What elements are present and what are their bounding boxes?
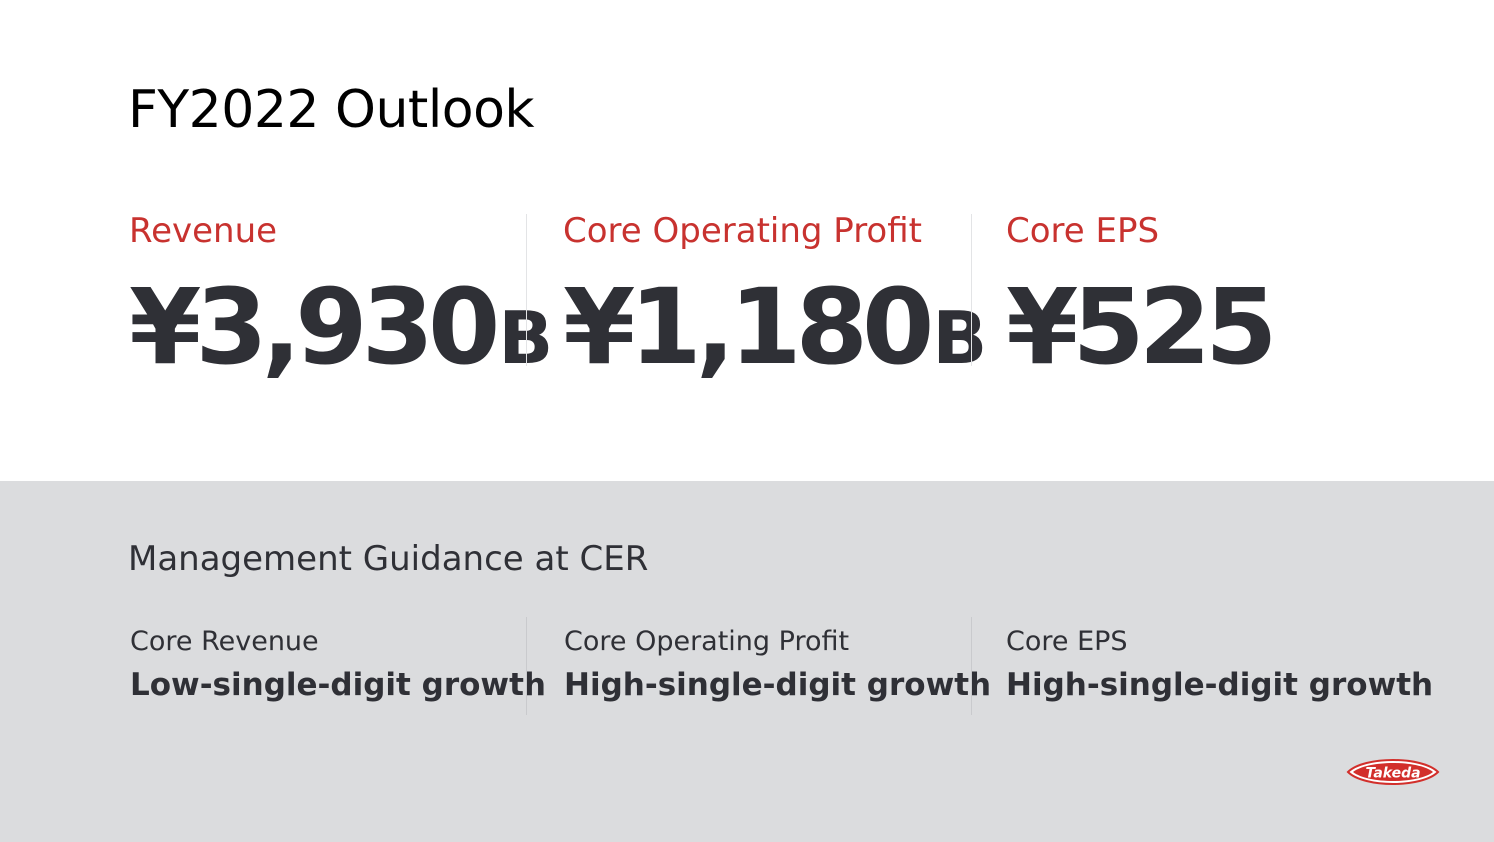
guidance-value: High-single-digit growth [1006,667,1434,703]
takeda-logo: Takeda [1346,754,1440,790]
guidance-panel [0,481,1494,842]
guidance-divider [526,617,527,715]
guidance-label: Core Revenue [130,626,319,657]
metric-unit: B [498,296,554,380]
guidance-label: Core EPS [1006,626,1128,657]
takeda-logo-mark: Takeda [1346,759,1440,785]
metric-divider [971,214,972,366]
metric-divider [526,214,527,366]
guidance-value: Low-single-digit growth [130,667,546,703]
guidance-title: Management Guidance at CER [128,539,649,579]
metric-label: Core EPS [1006,211,1160,251]
guidance-item-core-revenue: Core Revenue Low-single-digit growth [130,622,546,708]
guidance-divider [971,617,972,715]
guidance-item-core-operating-profit: Core Operating Profit High-single-digit … [564,622,991,708]
metric-value: ¥1,180B [563,267,987,398]
outlook-panel: FY2022 Outlook Revenue ¥3,930B Core Oper… [128,80,1278,398]
metric-amount: ¥3,930 [129,266,500,388]
metric-label: Core Operating Profit [563,211,922,251]
guidance-value: High-single-digit growth [564,667,992,703]
metric-value: ¥525 [1006,266,1277,398]
metric-amount: ¥525 [1006,266,1277,388]
metric-value: ¥3,930B [129,267,553,398]
logo-text: Takeda [1365,766,1420,782]
page-title: FY2022 Outlook [128,80,535,140]
guidance-item-core-eps: Core EPS High-single-digit growth [1006,622,1433,708]
metric-amount: ¥1,180 [563,266,934,388]
guidance-label: Core Operating Profit [564,626,850,657]
metric-label: Revenue [129,211,278,251]
metric-unit: B [932,296,988,380]
